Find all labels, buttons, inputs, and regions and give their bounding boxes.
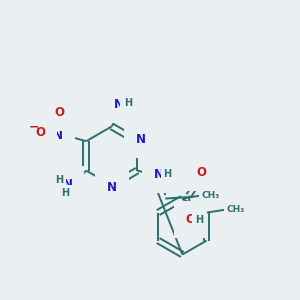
Text: H: H xyxy=(61,188,69,198)
Text: N: N xyxy=(114,98,124,111)
Text: +: + xyxy=(64,124,70,133)
Text: O: O xyxy=(35,126,45,139)
Text: H: H xyxy=(164,169,172,178)
Text: O: O xyxy=(55,106,65,119)
Text: N: N xyxy=(154,168,164,181)
Text: H: H xyxy=(55,175,63,185)
Text: N: N xyxy=(53,129,63,142)
Text: H: H xyxy=(124,98,133,109)
Text: N: N xyxy=(63,178,73,191)
Text: −: − xyxy=(29,121,39,134)
Text: O: O xyxy=(185,213,196,226)
Text: O: O xyxy=(196,166,206,179)
Text: CH₃: CH₃ xyxy=(227,205,245,214)
Text: N: N xyxy=(107,181,117,194)
Text: CH₃: CH₃ xyxy=(201,191,220,200)
Text: H: H xyxy=(195,215,203,225)
Text: N: N xyxy=(136,134,146,146)
